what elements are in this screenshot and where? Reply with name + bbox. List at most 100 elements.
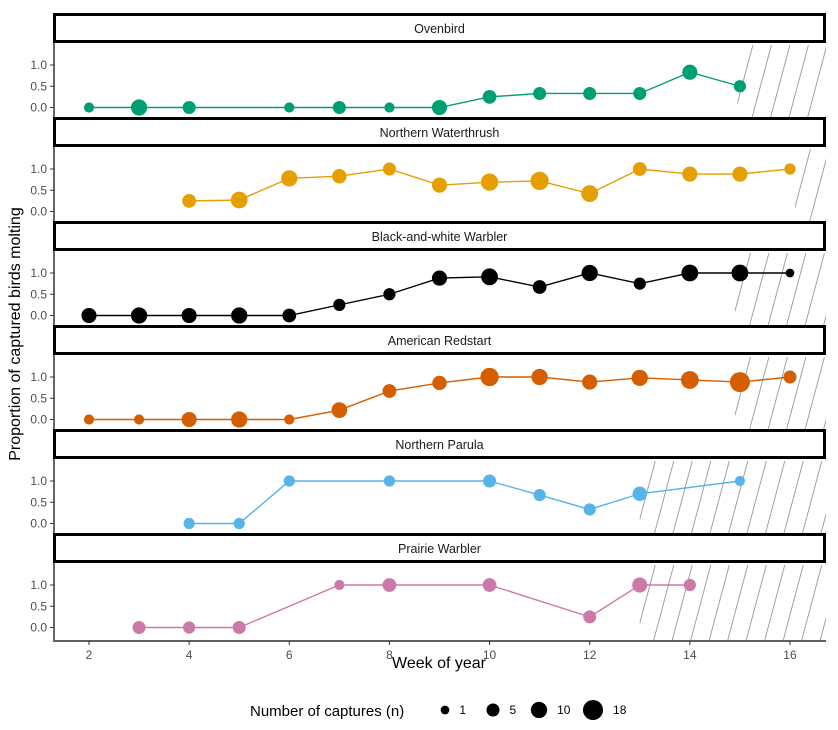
legend-key <box>486 703 500 717</box>
data-point <box>533 488 546 502</box>
data-point <box>731 264 749 282</box>
series-line <box>189 480 740 525</box>
hatch-line <box>639 461 656 521</box>
facet-panels: Ovenbird 0.0 0.5 1.0 Northern Waterthrush 0.0… <box>30 13 838 640</box>
hatch-line <box>764 461 786 536</box>
size-legend: Number of captures (n) 1 5 10 18 <box>250 699 627 721</box>
hatch-line <box>824 116 826 120</box>
hatch-line <box>727 461 749 536</box>
hatch-line <box>787 45 809 120</box>
legend-key <box>440 705 450 715</box>
data-point <box>680 371 699 389</box>
hatch-line <box>677 45 697 120</box>
y-tick-label: 1.0 <box>30 578 47 592</box>
hatch-line <box>580 565 600 640</box>
data-point <box>233 517 245 530</box>
data-point <box>333 298 346 311</box>
hatch-region <box>712 253 827 328</box>
hatch-line <box>764 565 786 640</box>
data-point <box>431 99 448 116</box>
facet-strip-label: Northern Waterthrush <box>380 126 500 140</box>
data-point <box>482 578 497 592</box>
y-tick-label: 0.0 <box>30 517 47 531</box>
legend-key <box>582 699 604 721</box>
data-point <box>130 99 148 116</box>
data-point <box>284 414 295 425</box>
hatch-line <box>785 253 807 328</box>
hatch-line <box>806 46 826 120</box>
data-point <box>682 166 698 182</box>
hatch-line <box>696 45 716 120</box>
data-point <box>482 89 497 104</box>
x-axis: 2 4 6 8 10 12 14 16 <box>53 640 826 662</box>
data-point <box>785 268 795 278</box>
y-tick-label: 0.5 <box>30 183 47 197</box>
data-point <box>583 610 597 624</box>
hatch-line <box>734 253 751 313</box>
facet-strip-label: Black-and-white Warbler <box>372 230 508 244</box>
data-point <box>83 414 95 425</box>
data-point <box>533 86 547 100</box>
hatch-line <box>782 565 804 640</box>
x-tick-label: 4 <box>186 648 193 662</box>
x-tick-label: 8 <box>386 648 393 662</box>
hatch-line <box>639 565 656 625</box>
data-point <box>182 193 197 208</box>
data-point <box>734 475 745 487</box>
hatch-line <box>822 314 827 328</box>
hatch-line <box>690 461 712 536</box>
data-point <box>230 191 248 209</box>
data-point <box>181 411 197 428</box>
data-point <box>182 100 196 115</box>
hatch-line <box>617 565 637 640</box>
data-point <box>783 370 797 384</box>
hatch-line <box>801 461 823 536</box>
data-point <box>784 163 796 175</box>
hatch-line <box>748 253 770 328</box>
data-point <box>384 102 395 113</box>
hatch-line <box>693 357 713 432</box>
hatch-region <box>753 149 838 224</box>
data-point <box>532 280 547 294</box>
hatch-line <box>712 253 732 328</box>
x-tick-label: 10 <box>483 648 497 662</box>
hatch-line <box>803 253 825 328</box>
y-tick-label: 0.5 <box>30 599 47 613</box>
legend-key <box>530 701 548 719</box>
data-point <box>383 475 396 487</box>
hatch-region <box>677 45 826 120</box>
data-point <box>382 384 397 398</box>
hatch-line <box>671 565 693 640</box>
legend-label: 10 <box>557 703 571 717</box>
data-point <box>183 621 196 634</box>
hatch-line <box>708 461 730 536</box>
data-point <box>631 369 648 386</box>
hatch-line <box>598 565 618 640</box>
data-point <box>583 86 597 100</box>
data-point <box>431 270 448 286</box>
data-point <box>632 577 648 593</box>
x-tick-label: 2 <box>86 648 93 662</box>
data-point <box>132 620 146 635</box>
facet-prairie-warbler: Prairie Warbler 0.0 0.5 1.0 <box>30 533 827 640</box>
data-point <box>282 308 297 323</box>
data-point <box>480 173 499 191</box>
facet-strip-label: Northern Parula <box>395 438 483 452</box>
x-tick-label: 14 <box>683 648 697 662</box>
hatch-region <box>598 461 827 536</box>
hatch-line <box>748 357 770 432</box>
hatch-line <box>734 357 751 417</box>
data-point <box>332 168 347 184</box>
hatch-line <box>753 149 773 224</box>
hatch-line <box>671 461 693 536</box>
hatch-line <box>727 565 749 640</box>
hatch-line <box>827 149 838 224</box>
legend-label: 1 <box>459 703 466 717</box>
hatch-line <box>808 158 826 224</box>
data-point <box>81 307 97 324</box>
y-tick-label: 0.0 <box>30 621 47 635</box>
hatch-line <box>769 45 791 120</box>
data-point <box>733 80 747 93</box>
hatch-line <box>598 461 618 536</box>
y-tick-label: 0.5 <box>30 79 47 93</box>
